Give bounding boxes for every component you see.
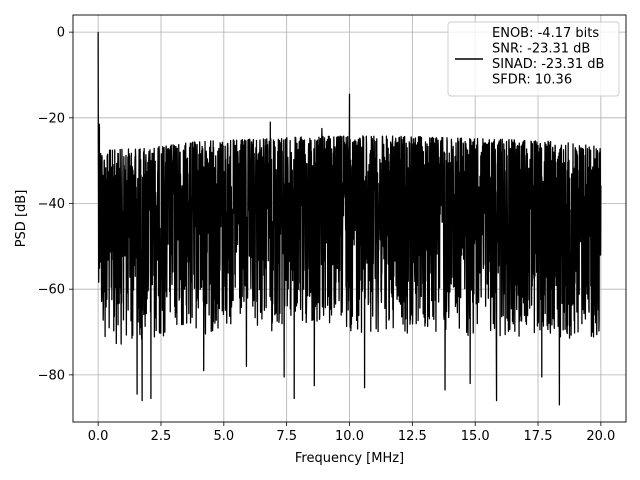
psd-series-line (97, 32, 602, 406)
x-tick-label: 17.5 (524, 429, 553, 444)
x-tick-label: 12.5 (398, 429, 427, 444)
x-tick-label: 7.5 (276, 429, 297, 444)
legend: ENOB: -4.17 bits SNR: -23.31 dB SINAD: -23… (447, 21, 620, 97)
y-tick-label: 0 (57, 26, 65, 41)
x-tick-label: 5.0 (213, 429, 234, 444)
legend-entry-label: ENOB: -4.17 bits SNR: -23.31 dB SINAD: -23… (492, 26, 604, 88)
plot-area (97, 32, 602, 406)
y-axis-label: PSD [dB] (14, 190, 29, 248)
y-tick-label: −60 (38, 283, 65, 298)
x-tick-label: 15.0 (461, 429, 490, 444)
y-tick-label: −40 (38, 197, 65, 212)
x-tick-label: 20.0 (586, 429, 615, 444)
x-tick-label: 0.0 (88, 429, 109, 444)
y-axis: 0 −20 −40 −60 −80 (38, 26, 73, 383)
x-tick-label: 10.0 (335, 429, 364, 444)
x-axis: 0.0 2.5 5.0 7.5 10.0 12.5 15.0 17.5 20.0 (88, 422, 615, 444)
legend-box (447, 21, 620, 97)
series-layer (97, 32, 602, 406)
y-tick-label: −20 (38, 111, 65, 126)
x-tick-label: 2.5 (151, 429, 172, 444)
x-axis-label: Frequency [MHz] (295, 451, 404, 466)
y-tick-label: −80 (38, 368, 65, 383)
